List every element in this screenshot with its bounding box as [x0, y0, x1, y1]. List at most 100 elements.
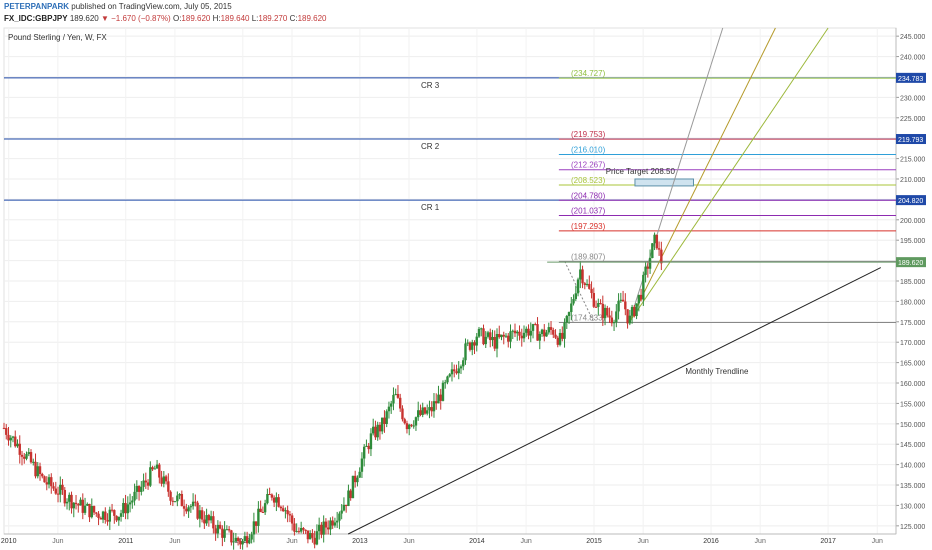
candle-body — [594, 306, 598, 308]
candle-body — [484, 336, 487, 345]
price-badge — [896, 72, 926, 83]
candle-body — [408, 424, 411, 430]
candle-body — [176, 495, 179, 502]
candle-body — [254, 521, 258, 526]
candle-body — [315, 531, 319, 545]
candle-body — [243, 536, 247, 541]
candle-body — [189, 506, 193, 508]
candle-body — [486, 332, 490, 337]
candle-body — [448, 374, 451, 377]
candle-body — [97, 513, 100, 518]
candle-body — [435, 401, 438, 404]
candle-body — [655, 234, 659, 249]
candle-body — [47, 477, 51, 485]
candle-body — [162, 476, 166, 484]
candle-body — [369, 433, 373, 450]
candle-body — [36, 466, 39, 477]
candle-body — [601, 303, 605, 319]
candle-body — [45, 482, 48, 485]
candle-body — [583, 283, 586, 285]
candle-body — [653, 234, 656, 244]
candle-body — [556, 337, 559, 345]
candle-body — [86, 503, 89, 506]
candle-body — [149, 467, 152, 486]
candle-body — [50, 477, 53, 487]
y-tick-label: 170.000 — [900, 340, 925, 347]
price-badge-text: 204.820 — [898, 198, 923, 205]
candle-body — [358, 471, 361, 478]
candle-body — [257, 508, 260, 526]
candle-body — [585, 283, 589, 285]
fib-level-label: (219.753) — [571, 130, 606, 139]
monthly-trendline[interactable] — [347, 267, 882, 535]
candle-body — [90, 506, 93, 518]
candle-body — [236, 537, 240, 542]
candle-body — [221, 528, 224, 538]
candle-body — [230, 530, 233, 543]
candle-body — [27, 452, 30, 455]
candle-body — [151, 467, 154, 470]
x-tick-label: 2010 — [1, 538, 17, 545]
candle-body — [426, 410, 429, 414]
candle-body — [182, 506, 186, 509]
candle-body — [347, 490, 350, 507]
candle-body — [473, 342, 476, 346]
author-link[interactable]: PETERPANPARK — [4, 2, 70, 11]
candle-body — [326, 527, 330, 530]
candle-body — [88, 503, 91, 518]
candle-body — [101, 511, 105, 520]
candle-body — [340, 510, 343, 514]
candle-body — [200, 510, 204, 520]
candle-body — [59, 484, 62, 495]
low-value: 189.270 — [258, 14, 288, 23]
candle-body — [567, 312, 571, 316]
close-label: C: — [289, 14, 298, 23]
candle-body — [608, 315, 611, 318]
candle-body — [234, 537, 238, 542]
candle-body — [493, 336, 496, 349]
candle-body — [277, 497, 280, 507]
candle-body — [468, 342, 472, 350]
y-tick-label: 145.000 — [900, 442, 925, 449]
fib-level-label: (204.780) — [571, 191, 606, 200]
candle-body — [405, 423, 409, 430]
candle-body — [507, 335, 510, 342]
candle-body — [471, 342, 474, 350]
candle-body — [191, 501, 195, 507]
candle-body — [439, 394, 442, 401]
candle-body — [621, 299, 625, 302]
candle-body — [576, 279, 580, 294]
change-value: −1.670 (−0.87%) — [111, 14, 171, 23]
candle-body — [518, 331, 521, 336]
candle-body — [164, 476, 168, 482]
candle-body — [563, 322, 566, 339]
candle-body — [7, 434, 10, 441]
candle-body — [115, 515, 118, 521]
candle-body — [612, 322, 616, 324]
candle-body — [187, 507, 190, 512]
publish-line: PETERPANPARK published on TradingView.co… — [4, 2, 232, 11]
candle-body — [630, 306, 634, 316]
candle-body — [500, 334, 503, 338]
candle-body — [185, 508, 188, 512]
candle-body — [635, 303, 638, 317]
high-label: H: — [212, 14, 221, 23]
candle-body — [160, 477, 163, 484]
candle-body — [335, 520, 339, 523]
y-tick-label: 210.000 — [900, 177, 925, 184]
candle-body — [34, 461, 37, 477]
candle-body — [261, 511, 265, 513]
candle-body — [198, 510, 202, 519]
candle-body — [399, 397, 402, 409]
price-target-box[interactable] — [634, 178, 694, 187]
quote-line: FX_IDC:GBPJPY 189.620 ▼ −1.670 (−0.87%) … — [4, 14, 326, 23]
x-tick-label: Jun — [403, 538, 414, 545]
x-tick-label: Jun — [872, 538, 883, 545]
candle-body — [250, 534, 253, 540]
candle-body — [615, 311, 618, 323]
candle-body — [646, 266, 650, 269]
candle-body — [376, 424, 379, 438]
candle-body — [225, 529, 229, 531]
